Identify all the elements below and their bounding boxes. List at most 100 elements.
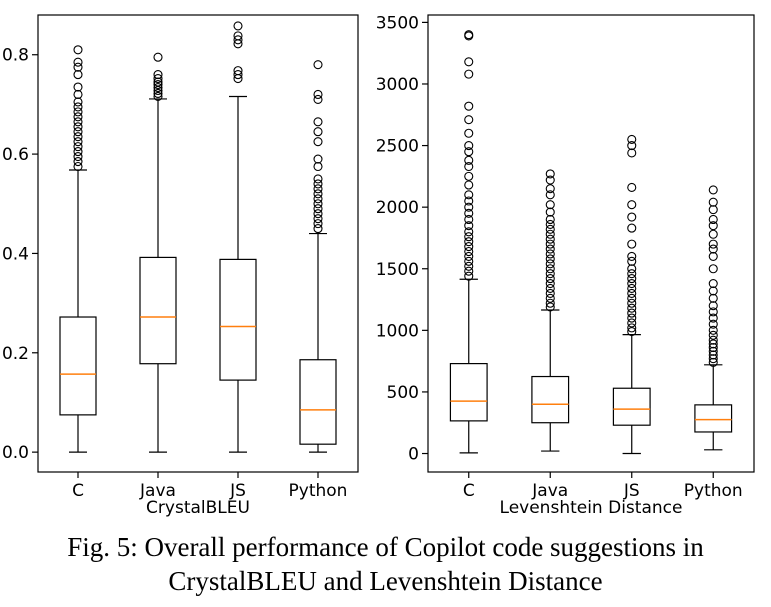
outlier-point <box>464 261 474 271</box>
y-tick-label: 0.4 <box>2 244 29 264</box>
outlier-point <box>627 182 637 193</box>
outlier-point <box>464 141 474 151</box>
outlier-point <box>464 190 474 200</box>
x-tick-label: C <box>72 481 84 501</box>
outlier-point <box>545 219 555 229</box>
figure: 0.00.20.40.60.8C Java JS PythonCrystalBLEU … <box>2 13 755 518</box>
outlier-point <box>708 354 718 364</box>
outlier-point <box>627 256 637 266</box>
outlier-point <box>627 141 637 151</box>
outlier-point <box>708 330 718 340</box>
outlier-point <box>545 259 555 269</box>
outlier-point <box>708 339 718 349</box>
outlier-point <box>73 137 83 147</box>
outlier-point <box>627 148 637 158</box>
outlier-point <box>464 147 474 157</box>
outlier-point <box>545 274 555 284</box>
outlier-point <box>708 197 718 207</box>
outlier-point <box>627 269 637 279</box>
box <box>299 359 337 445</box>
outlier-point <box>73 62 83 72</box>
outlier-point <box>545 207 555 217</box>
outlier-point <box>464 101 474 111</box>
outlier-point <box>545 229 555 239</box>
outlier-point <box>464 171 474 181</box>
outlier-point <box>153 74 163 84</box>
outlier-point <box>708 244 718 254</box>
outlier-point <box>545 254 555 264</box>
y-tick-label: 2000 <box>376 198 419 218</box>
axes-frame <box>427 14 755 473</box>
outlier-point <box>464 214 474 225</box>
outlier-point <box>627 308 637 318</box>
outlier-point <box>464 180 474 190</box>
outlier-point <box>545 224 555 234</box>
outlier-point <box>233 66 243 76</box>
outlier-point <box>708 313 718 323</box>
box <box>219 258 257 381</box>
outlier-point <box>464 221 474 231</box>
outlier-point <box>73 161 83 172</box>
x-tick-label: Python <box>684 481 743 501</box>
outlier-point <box>464 251 474 261</box>
outlier-point <box>73 57 83 67</box>
outlier-point <box>545 278 555 289</box>
outlier-point <box>73 102 83 112</box>
x-axis-label: CrystalBLEU <box>146 498 250 518</box>
outlier-point <box>313 137 323 147</box>
outlier-point <box>708 293 718 303</box>
outlier-point <box>708 229 718 239</box>
outlier-point <box>545 239 555 249</box>
y-tick-label: 0.2 <box>2 344 29 364</box>
outlier-point <box>464 196 474 206</box>
outlier-point <box>73 112 83 122</box>
outlier-point <box>73 156 83 167</box>
y-tick-label: 500 <box>387 383 419 403</box>
outlier-point <box>73 82 83 92</box>
y-tick-label: 2500 <box>376 137 419 157</box>
outlier-point <box>464 232 474 242</box>
outlier-point <box>313 219 323 229</box>
outlier-point <box>464 161 474 172</box>
outlier-point <box>313 194 323 204</box>
levenshtein-boxplot: 0 500 1000 1500 2000 2500 3000 3500 C Java JS Pytho… <box>376 13 755 518</box>
outlier-point <box>627 303 637 313</box>
outlier-point <box>464 202 474 212</box>
outlier-point <box>627 278 637 289</box>
outlier-point <box>545 234 555 244</box>
outlier-point <box>464 208 474 218</box>
outlier-point <box>545 298 555 308</box>
x-tick-label: Java <box>139 481 176 501</box>
outlier-point <box>627 251 637 261</box>
outlier-point <box>153 91 163 102</box>
outlier-point <box>313 179 323 189</box>
box <box>59 316 97 416</box>
x-tick-label: Python <box>289 481 348 501</box>
outlier-point <box>73 45 83 55</box>
outlier-point <box>464 57 474 67</box>
outlier-point <box>708 301 718 311</box>
outlier-point <box>627 283 637 294</box>
outlier-point <box>153 82 163 93</box>
outlier-point <box>233 35 243 45</box>
outlier-point <box>545 269 555 279</box>
outlier-point <box>627 212 637 222</box>
outlier-point <box>313 199 323 209</box>
outlier-point <box>464 69 474 79</box>
outlier-point <box>708 335 718 345</box>
y-tick-label: 0 <box>408 445 419 465</box>
box <box>531 375 570 424</box>
box <box>612 387 651 426</box>
outlier-point <box>627 200 637 210</box>
outlier-point <box>708 350 718 360</box>
outlier-point <box>464 128 474 138</box>
outlier-point <box>545 184 555 194</box>
outlier-point <box>545 200 555 210</box>
outlier-point <box>627 288 637 298</box>
outlier-point <box>313 89 323 100</box>
box <box>449 363 488 422</box>
outlier-point <box>708 214 718 225</box>
outlier-point <box>73 127 83 137</box>
outlier-point <box>708 239 718 249</box>
outlier-point <box>627 264 637 274</box>
